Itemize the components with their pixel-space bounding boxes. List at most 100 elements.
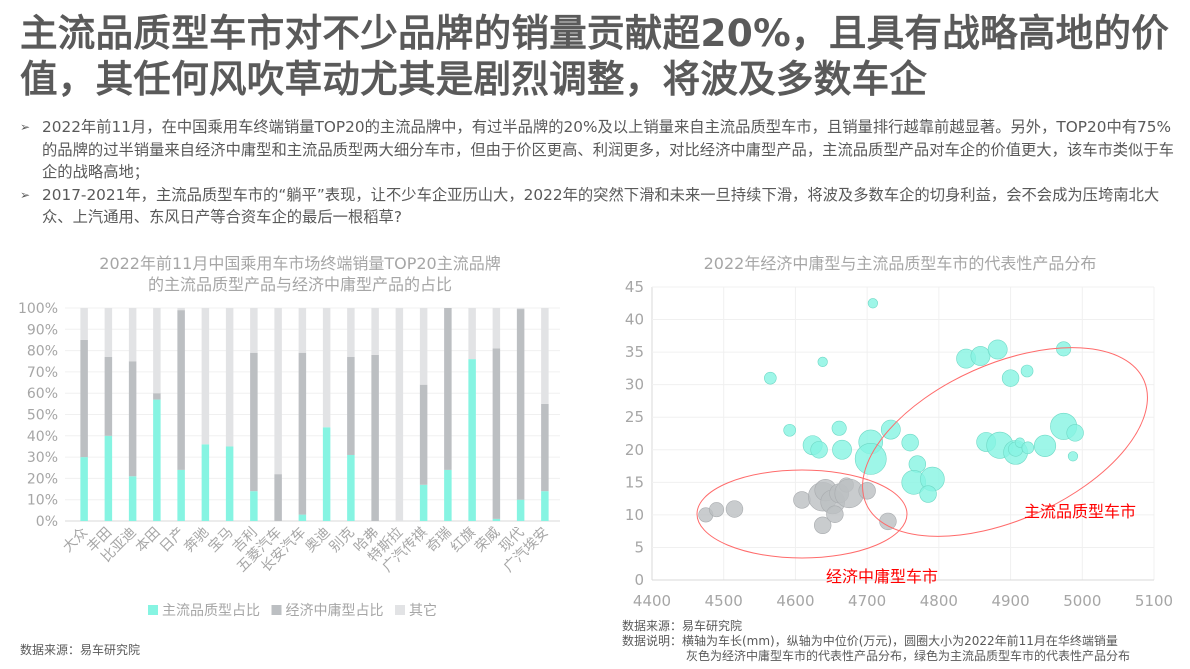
right-note-2: 灰色为经济中庸型车市的代表性产品分布，绿色为主流品质型车市的代表性产品分布 — [686, 649, 1131, 663]
y-tick-label: 10% — [27, 493, 58, 509]
bar-segment — [153, 393, 161, 400]
x-tick-label: 奇瑞 — [423, 524, 455, 556]
bubble-point — [725, 500, 744, 518]
bar-segment — [322, 308, 331, 428]
y-tick-label: 100% — [18, 301, 58, 317]
page-title: 主流品质型车市对不少品牌的销量贡献超20%，且具有战略高地的价值，其任何风吹草动… — [20, 11, 1170, 101]
legend-swatch — [271, 605, 282, 615]
bar-segment — [444, 469, 452, 521]
bar-segment — [177, 308, 185, 311]
y-tick-label: 15 — [625, 473, 644, 491]
bubble-point — [783, 423, 796, 437]
bar-chart-title-line1: 2022年前11月中国乘用车市场终端销量TOP20主流品牌 — [99, 254, 501, 273]
bar-segment — [128, 361, 137, 477]
bar-segment — [128, 308, 137, 362]
arrowhead-bullet-icon: ➢ — [20, 187, 31, 202]
bullet-list: ➢ 2022年前11月，在中国乘用车终端销量TOP20的主流品牌中，有过半品牌的… — [20, 116, 1180, 229]
bullet-item: ➢ 2017-2021年，主流品质型车市的“躺平”表现，让不少车企亚历山大，20… — [20, 184, 1180, 229]
bubble-chart: 4400 4500 4600 4700 4800 4900 5000 5100 0 5 10 15 20… — [625, 278, 1173, 610]
bubble-point — [867, 298, 878, 309]
bubble-point — [813, 516, 832, 535]
bubble-point — [854, 442, 887, 475]
bubble-point — [858, 482, 876, 500]
right-note-1: 数据说明：横轴为车长(mm)，纵轴为中位价(万元)，圆圈大小为2022年前11月… — [622, 634, 1118, 648]
bar-segment — [250, 308, 258, 353]
bullet-text: 2022年前11月，在中国乘用车终端销量TOP20的主流品牌中，有过半品牌的20… — [42, 118, 1174, 182]
bubble-point — [1020, 364, 1034, 378]
x-tick-label: 本田 — [133, 525, 164, 556]
bar-segment — [516, 499, 525, 521]
bar-segment — [250, 352, 258, 492]
economy-market-ellipse — [696, 469, 908, 559]
bar-segment — [104, 308, 113, 357]
x-tick-label: 5100 — [1135, 592, 1173, 610]
x-tick-label: 别克 — [327, 525, 358, 556]
y-tick-label: 90% — [27, 322, 58, 338]
bar-segment — [298, 308, 307, 353]
y-tick-label: 50% — [27, 408, 58, 424]
bar-segment — [541, 403, 549, 492]
bubble-point — [1001, 369, 1020, 387]
x-tick-label: 4900 — [991, 592, 1029, 610]
scatter-chart-title: 2022年经济中庸型与主流品质型车市的代表性产品分布 — [703, 254, 1097, 273]
right-source: 数据来源：易车研究院 — [622, 619, 743, 633]
bar-segment — [201, 308, 210, 445]
bar-segment — [80, 339, 88, 458]
bubble-point — [764, 371, 777, 385]
bubble-point — [901, 433, 919, 452]
bar-segment — [492, 518, 501, 521]
bubble-point — [709, 502, 725, 518]
quality-market-ellipse — [862, 347, 1148, 537]
bar-segment — [104, 356, 113, 436]
bar-segment — [419, 384, 428, 485]
bar-segment — [225, 308, 234, 447]
legend-swatch — [395, 605, 405, 615]
left-source: 数据来源：易车研究院 — [20, 643, 141, 657]
y-tick-label: 60% — [27, 386, 58, 402]
bubble-point — [817, 356, 828, 367]
bar-segment — [347, 454, 355, 521]
bar-segment — [177, 310, 185, 470]
y-tick-label: 30 — [625, 376, 644, 394]
bubble-point — [1056, 341, 1072, 357]
bar-segment — [492, 308, 501, 349]
x-tick-label: 日产 — [157, 525, 188, 556]
legend-label: 主流品质型占比 — [162, 603, 260, 619]
legend-label: 经济中庸型占比 — [286, 602, 384, 619]
bubble-point — [987, 339, 1008, 360]
y-tick-label: 80% — [27, 344, 58, 360]
bubble-point — [1066, 424, 1084, 442]
bar-segment — [298, 352, 307, 515]
bar-chart-title-line2: 的主流品质型产品与经济中庸型产品的占比 — [147, 275, 452, 294]
bar-segment — [395, 308, 404, 521]
bubble-point — [880, 419, 901, 440]
x-tick-label: 4700 — [848, 592, 886, 610]
bar-segment — [347, 308, 355, 357]
x-tick-label: 4500 — [705, 592, 743, 610]
arrowhead-bullet-icon: ➢ — [20, 120, 31, 134]
bar-segment — [541, 308, 549, 404]
x-tick-label: 4800 — [920, 592, 958, 610]
x-tick-label: 4600 — [776, 592, 814, 610]
y-tick-label: 40 — [625, 311, 644, 329]
bar-segment — [444, 308, 452, 470]
y-tick-label: 40% — [27, 429, 58, 445]
y-tick-label: 0 — [634, 571, 644, 589]
legend-swatch — [148, 605, 158, 615]
economy-market-label: 经济中庸型车市 — [826, 567, 938, 586]
bubble-point — [832, 439, 852, 460]
bar-segment — [80, 308, 88, 340]
bubble-point — [970, 346, 991, 366]
bar-segment — [225, 446, 234, 521]
bar-segment — [177, 469, 185, 521]
bar-segment — [371, 308, 379, 355]
bubble-point — [1021, 441, 1035, 455]
bullet-text: 2017-2021年，主流品质型车市的“躺平”表现，让不少车企亚历山大，2022… — [42, 185, 1160, 227]
bar-segment — [274, 474, 282, 521]
bar-segment — [492, 348, 501, 519]
bar-segment — [419, 308, 428, 385]
y-tick-label: 70% — [27, 365, 58, 381]
bubble-point — [879, 512, 897, 531]
y-tick-label: 30% — [27, 450, 58, 466]
y-tick-label: 20% — [27, 471, 58, 487]
